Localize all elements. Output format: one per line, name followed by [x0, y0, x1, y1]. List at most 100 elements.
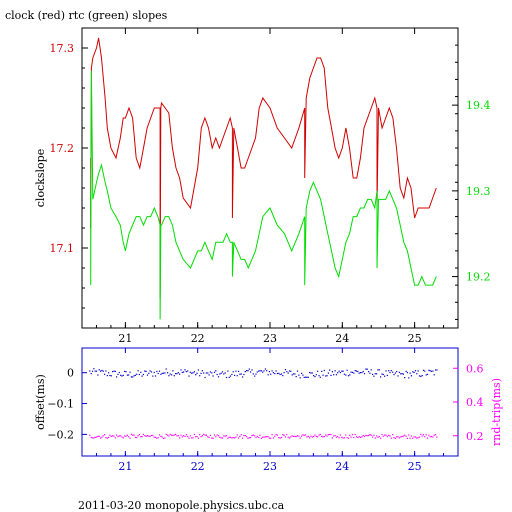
- point-rnd-trip: [152, 434, 154, 437]
- point-rnd-trip: [150, 434, 153, 437]
- point-offset: [382, 373, 384, 376]
- point-rnd-trip: [330, 433, 332, 436]
- point-offset: [322, 374, 324, 376]
- point-rnd-trip: [405, 435, 407, 437]
- point-offset: [184, 369, 186, 371]
- point-rnd-trip: [435, 434, 437, 436]
- point-rnd-trip: [362, 434, 364, 437]
- point-offset: [398, 371, 400, 373]
- x-tick-label: 25: [408, 460, 422, 473]
- point-rnd-trip: [283, 434, 285, 436]
- point-rnd-trip: [109, 434, 111, 436]
- point-offset: [355, 370, 358, 372]
- point-offset: [272, 372, 274, 374]
- point-offset: [416, 373, 418, 375]
- point-rnd-trip: [243, 434, 245, 437]
- point-offset: [302, 374, 304, 376]
- point-rnd-trip: [347, 437, 350, 439]
- point-rnd-trip: [393, 437, 395, 439]
- point-offset: [193, 371, 195, 373]
- point-rnd-trip: [145, 435, 147, 437]
- point-rnd-trip: [217, 435, 220, 437]
- point-offset: [128, 374, 130, 376]
- point-offset: [89, 370, 91, 372]
- point-offset: [205, 372, 207, 374]
- point-offset: [195, 374, 197, 376]
- point-rnd-trip: [223, 435, 225, 437]
- point-offset: [100, 370, 102, 372]
- point-offset: [223, 373, 225, 375]
- point-offset: [168, 375, 170, 377]
- point-offset: [93, 368, 95, 370]
- point-offset: [211, 372, 213, 374]
- point-rnd-trip: [433, 434, 435, 436]
- point-rnd-trip: [205, 434, 207, 436]
- point-offset: [185, 371, 187, 373]
- point-rnd-trip: [337, 435, 339, 438]
- point-rnd-trip: [97, 435, 99, 437]
- point-offset: [179, 373, 181, 375]
- point-rnd-trip: [209, 434, 211, 436]
- point-offset: [358, 372, 360, 374]
- point-offset: [414, 370, 417, 372]
- point-rnd-trip: [430, 436, 433, 438]
- point-rnd-trip: [180, 434, 182, 436]
- point-offset: [203, 372, 205, 374]
- point-offset: [266, 370, 268, 372]
- point-rnd-trip: [381, 433, 383, 436]
- point-rnd-trip: [168, 435, 170, 437]
- point-rnd-trip: [225, 435, 228, 437]
- point-offset: [275, 370, 277, 372]
- point-rnd-trip: [167, 434, 169, 436]
- point-offset: [426, 373, 429, 375]
- point-offset: [196, 372, 198, 374]
- point-rnd-trip: [175, 433, 177, 435]
- point-rnd-trip: [323, 436, 325, 438]
- point-rnd-trip: [350, 436, 352, 438]
- point-offset: [394, 372, 396, 374]
- point-offset: [212, 375, 214, 377]
- point-offset: [349, 374, 351, 376]
- point-rnd-trip: [334, 434, 336, 437]
- point-offset: [422, 369, 425, 371]
- point-rnd-trip: [335, 436, 337, 438]
- point-rnd-trip: [165, 433, 167, 435]
- point-offset: [294, 373, 296, 375]
- point-rnd-trip: [303, 434, 305, 436]
- point-offset: [235, 370, 237, 372]
- point-rnd-trip: [282, 434, 284, 436]
- point-offset: [278, 372, 280, 374]
- point-rnd-trip: [231, 437, 233, 439]
- point-offset: [331, 371, 333, 373]
- point-offset: [412, 371, 414, 373]
- point-offset: [386, 374, 388, 376]
- point-rnd-trip: [382, 435, 384, 437]
- point-rnd-trip: [149, 435, 151, 437]
- series-line-clock: [90, 37, 437, 299]
- point-offset: [172, 370, 174, 372]
- point-rnd-trip: [95, 436, 98, 438]
- point-offset: [267, 374, 269, 376]
- point-offset: [160, 373, 162, 375]
- point-offset: [209, 371, 211, 373]
- point-offset: [346, 369, 348, 371]
- point-offset: [400, 373, 402, 375]
- point-offset: [246, 370, 248, 372]
- point-rnd-trip: [239, 435, 241, 437]
- top-axis-ticks: 21 22 23 24 25 17.1 17.2 17.3 19.2 19.3 19.4: [50, 27, 491, 345]
- point-offset: [221, 371, 224, 373]
- point-rnd-trip: [377, 436, 379, 438]
- point-rnd-trip: [255, 436, 257, 439]
- point-rnd-trip: [124, 435, 126, 437]
- top-chart-title: clock (red) rtc (green) slopes: [5, 9, 168, 22]
- point-offset: [254, 375, 256, 377]
- point-rnd-trip: [183, 435, 185, 437]
- point-offset: [420, 375, 422, 377]
- point-offset: [94, 370, 96, 372]
- point-offset: [140, 371, 142, 373]
- y2-tick-label: 19.2: [466, 271, 491, 284]
- point-rnd-trip: [141, 435, 143, 438]
- point-offset: [318, 375, 320, 377]
- point-rnd-trip: [187, 435, 189, 438]
- point-rnd-trip: [203, 433, 205, 435]
